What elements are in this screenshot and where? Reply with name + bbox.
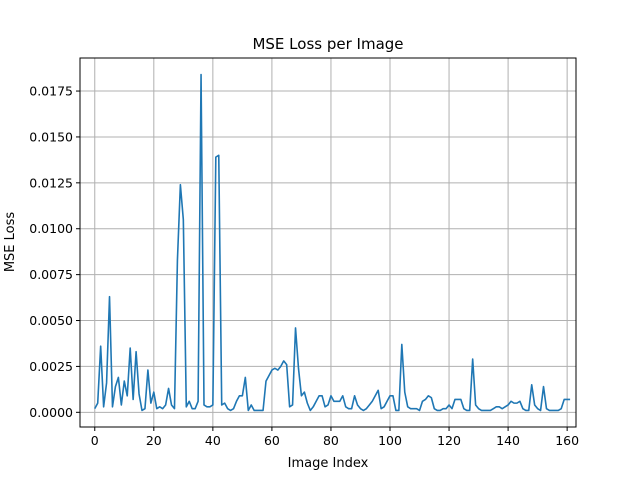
x-axis-label: Image Index <box>288 456 369 471</box>
x-tick-label: 100 <box>378 433 402 448</box>
y-tick-label: 0.0050 <box>29 313 73 328</box>
grid <box>80 58 576 427</box>
x-tick-label: 120 <box>437 433 461 448</box>
y-axis-ticks: 0.0000 0.0025 0.0050 0.0075 0.0100 0.0125 0.01… <box>29 84 80 420</box>
x-tick-label: 0 <box>91 433 99 448</box>
x-tick-label: 40 <box>205 433 221 448</box>
chart-title: MSE Loss per Image <box>252 35 403 53</box>
y-tick-label: 0.0150 <box>29 129 73 144</box>
y-tick-label: 0.0000 <box>29 405 73 420</box>
y-tick-label: 0.0175 <box>29 84 73 99</box>
series-line <box>94 73 571 412</box>
series-layer <box>94 73 571 412</box>
y-tick-label: 0.0100 <box>29 221 73 236</box>
x-tick-label: 140 <box>496 433 520 448</box>
y-tick-label: 0.0125 <box>29 175 73 190</box>
x-tick-label: 80 <box>323 433 339 448</box>
y-tick-label: 0.0025 <box>29 359 73 374</box>
x-tick-label: 20 <box>146 433 162 448</box>
x-tick-label: 60 <box>264 433 280 448</box>
y-axis-label: MSE Loss <box>3 212 18 273</box>
plot-frame <box>79 57 577 428</box>
x-tick-label: 160 <box>555 433 579 448</box>
y-tick-label: 0.0075 <box>29 267 73 282</box>
x-axis-ticks: 0 20 40 60 80 100 120 140 160 <box>91 427 579 448</box>
